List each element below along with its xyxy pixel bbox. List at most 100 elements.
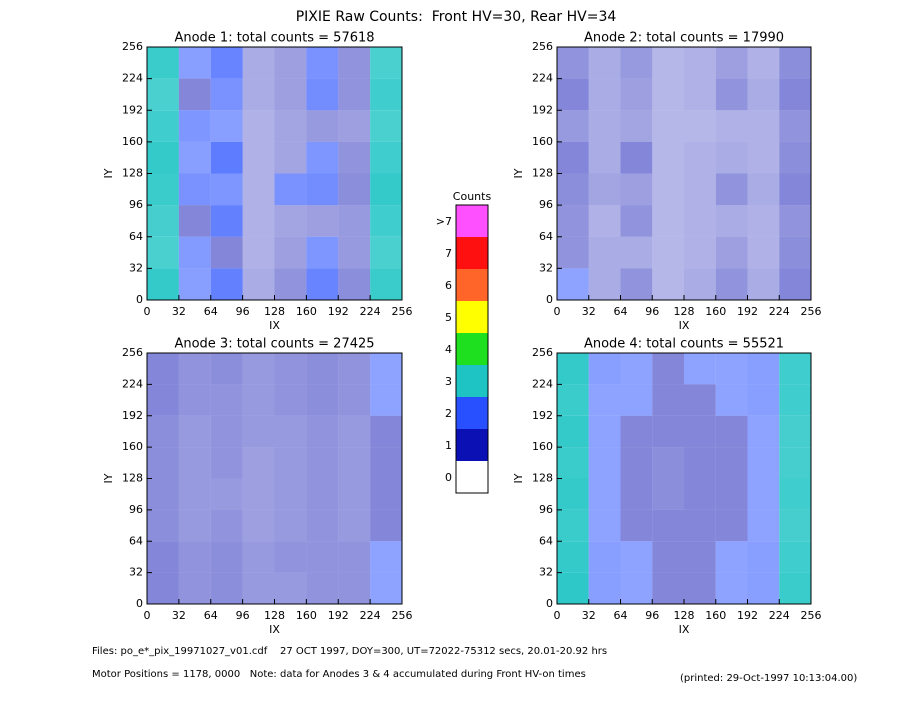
heat-cell [779,173,811,206]
panel-title: Anode 3: total counts = 27425 [174,337,374,352]
heat-cell [747,353,780,385]
x-tick-label: 64 [204,305,218,318]
heat-cell [274,236,307,269]
heat-cell [588,478,621,510]
heat-cell [684,78,716,111]
heat-cell [588,541,621,573]
heat-cell [306,415,339,448]
heat-cell [747,509,780,542]
heat-cell [338,353,371,385]
heat-cell [620,353,653,385]
x-tick-label: 224 [769,609,790,622]
x-tick-label: 128 [674,609,695,622]
heat-cell [652,447,684,479]
heat-cell [715,353,748,385]
heat-cell [652,141,684,174]
heat-cell [715,205,748,237]
heat-cell [652,541,684,573]
heat-cell [370,268,402,300]
x-tick-label: 128 [674,305,695,318]
heat-cell [620,205,653,237]
heat-cell [370,110,402,142]
heat-cell [747,268,780,300]
heat-cell [274,384,307,416]
heat-cell [338,78,371,111]
heat-cell [338,572,371,604]
heat-cell [684,541,716,573]
heat-cell [147,47,179,79]
heat-cell [557,384,589,416]
heat-cell [557,478,589,510]
heat-cell [620,268,653,300]
heat-cell [370,541,402,573]
heat-cell [779,415,811,448]
y-tick-label: 256 [532,346,553,359]
heat-cell [338,478,371,510]
x-tick-label: 0 [554,609,561,622]
heat-cell [557,415,589,448]
heat-cell [210,141,243,174]
colorbar-label: 4 [445,343,452,356]
heat-cell [274,268,307,300]
y-tick-label: 256 [122,40,143,53]
heat-cell [715,78,748,111]
heat-cell [620,110,653,142]
colorbar-swatch [456,365,488,397]
colorbar-swatch [456,397,488,429]
heat-cell [210,47,243,79]
heat-cell [715,173,748,206]
heat-cell [620,236,653,269]
heat-cell [338,509,371,542]
y-tick-label: 224 [532,377,553,390]
heat-cell [306,509,339,542]
colorbar-swatch [456,269,488,301]
heat-cell [178,384,211,416]
heat-cell [274,205,307,237]
y-tick-label: 96 [539,503,553,516]
heat-cell [684,509,716,542]
heat-cell [210,236,243,269]
heat-cell [210,268,243,300]
heat-cell [557,205,589,237]
colorbar-title: Counts [453,190,492,203]
heat-cell [306,47,339,79]
y-tick-label: 192 [532,409,553,422]
heat-cell [652,509,684,542]
heat-cell [370,141,402,174]
x-tick-label: 32 [172,609,186,622]
heat-cell [370,415,402,448]
heat-cell [652,268,684,300]
colorbar-swatch [456,301,488,333]
heat-cell [779,353,811,385]
heat-cell [684,353,716,385]
x-tick-label: 256 [392,609,413,622]
heat-cell [715,47,748,79]
heat-cell [370,509,402,542]
heat-cell [178,173,211,206]
heat-cell [210,173,243,206]
heat-cell [652,478,684,510]
colorbar-label: >7 [436,215,452,228]
x-tick-label: 0 [144,609,151,622]
y-tick-label: 64 [129,534,143,547]
colorbar-label: 0 [445,471,452,484]
x-tick-label: 256 [801,305,822,318]
x-tick-label: 224 [360,609,381,622]
heat-cell [242,478,275,510]
heat-cell [620,141,653,174]
heat-cell [242,141,275,174]
heat-cell [370,447,402,479]
y-tick-label: 160 [122,135,143,148]
heat-cell [557,509,589,542]
colorbar-swatch [456,461,488,493]
y-tick-label: 96 [539,198,553,211]
y-tick-label: 128 [122,472,143,485]
heat-cell [684,268,716,300]
heat-cell [210,478,243,510]
y-tick-label: 224 [122,377,143,390]
heat-cell [210,205,243,237]
heat-cell [274,78,307,111]
heat-cell [370,78,402,111]
heat-cell [620,572,653,604]
colorbar-label: 6 [445,279,452,292]
